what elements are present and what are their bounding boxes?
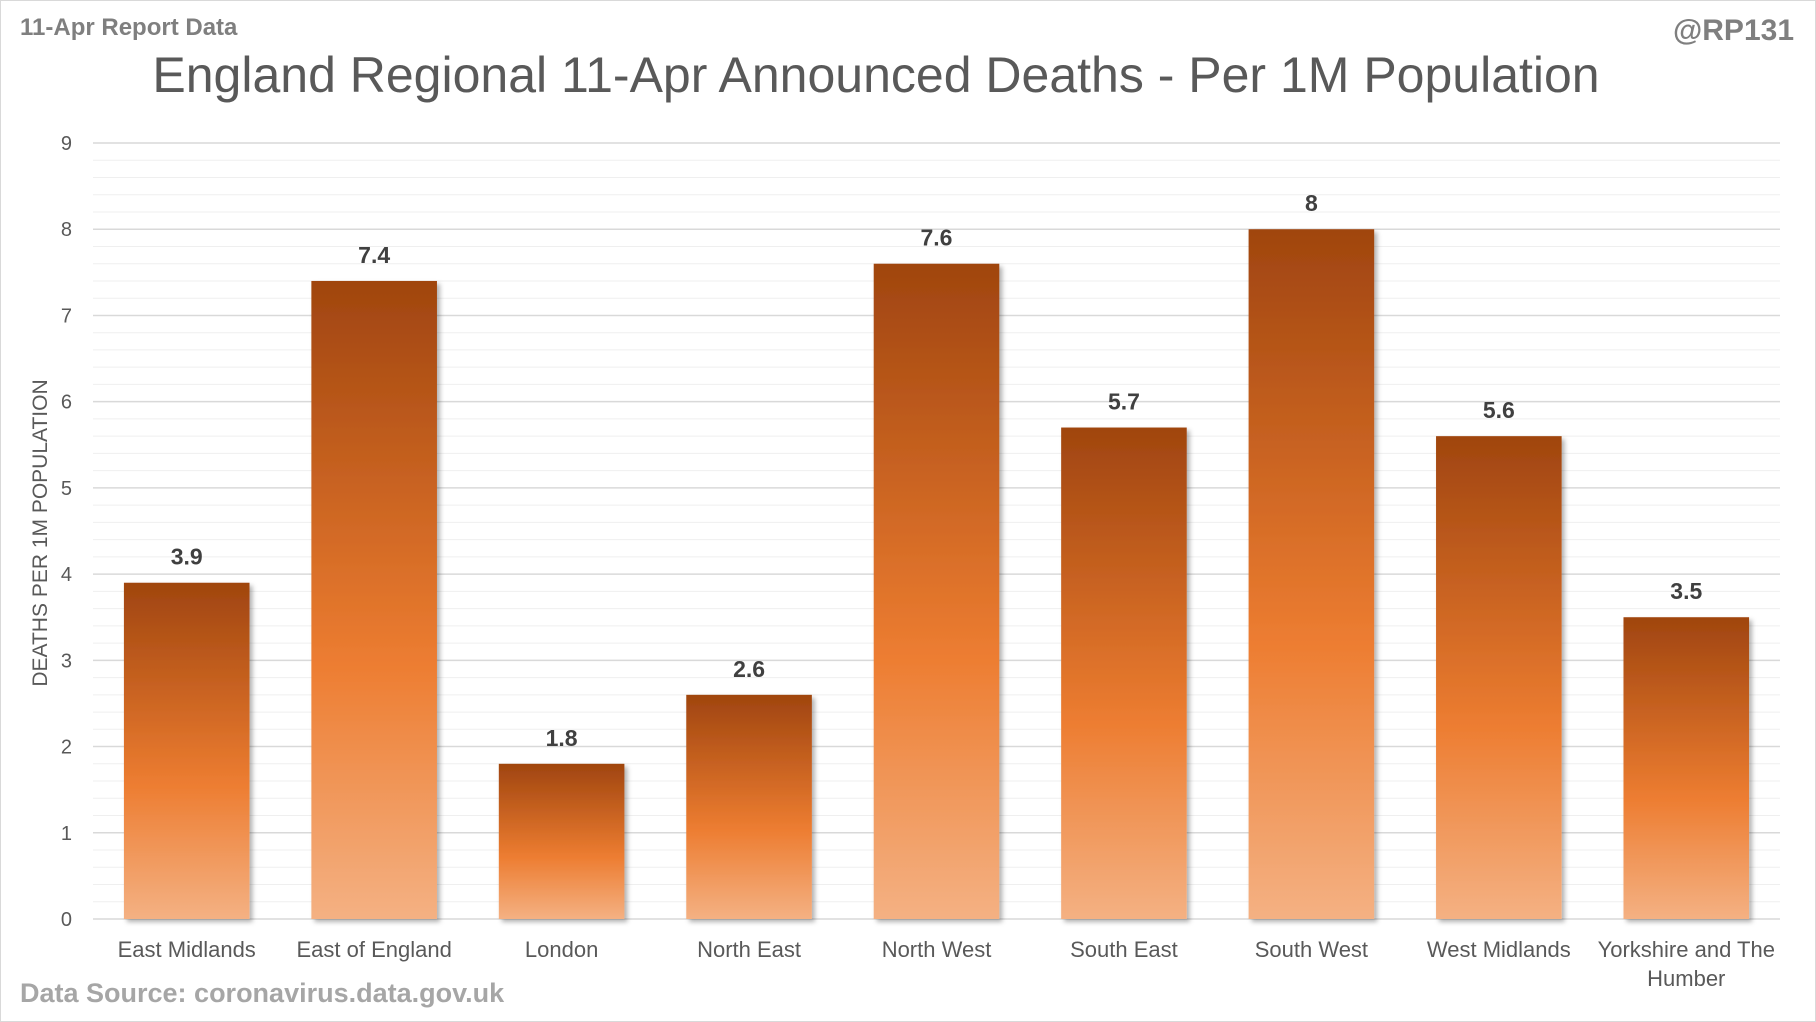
x-category-label: South East	[1070, 937, 1178, 962]
bar	[1436, 436, 1562, 919]
bar	[123, 582, 250, 919]
data-label: 8	[1305, 190, 1318, 216]
data-label: 2.6	[733, 656, 765, 682]
data-label: 5.7	[1108, 389, 1140, 415]
data-label: 3.5	[1670, 578, 1702, 604]
data-label: 7.6	[921, 225, 953, 251]
x-category-label: East Midlands	[118, 937, 256, 962]
bar	[498, 763, 625, 919]
x-category-label: Yorkshire and The Humber	[1598, 937, 1775, 991]
y-tick-label: 5	[61, 478, 72, 500]
data-label: 5.6	[1483, 397, 1515, 423]
x-category-label: London	[525, 937, 598, 962]
y-tick-label: 2	[61, 737, 72, 759]
y-tick-label: 9	[61, 133, 72, 155]
data-label: 3.9	[171, 544, 203, 570]
data-label: 1.8	[546, 725, 578, 751]
x-category-label: South West	[1255, 937, 1368, 962]
x-category-label: North West	[882, 937, 992, 962]
bar	[873, 263, 1000, 919]
y-tick-label: 4	[61, 564, 72, 586]
bar	[1248, 229, 1375, 919]
y-axis-ticks: 0 1 2 3 4 5 6 7 8 9	[61, 133, 72, 931]
bar	[1623, 617, 1750, 919]
y-tick-label: 6	[61, 392, 72, 414]
x-axis-categories: East Midlands East of England London North …	[118, 937, 1775, 991]
bar	[1061, 427, 1187, 919]
y-tick-label: 8	[61, 219, 72, 241]
x-category-label: North East	[697, 937, 801, 962]
data-labels: 3.9 7.4 1.8 2.6 7.6 5.7 8 5.6 3.5	[171, 190, 1703, 751]
author-handle: @RP131	[1673, 14, 1794, 47]
y-tick-label: 0	[61, 909, 72, 931]
bar	[311, 280, 437, 919]
chart-title: England Regional 11-Apr Announced Deaths…	[152, 47, 1600, 103]
y-tick-label: 1	[61, 823, 72, 845]
data-source-note: Data Source: coronavirus.data.gov.uk	[20, 978, 505, 1008]
data-label: 7.4	[358, 242, 390, 268]
x-category-label: West Midlands	[1427, 937, 1571, 962]
report-date-note: 11-Apr Report Data	[20, 14, 238, 41]
y-tick-label: 3	[61, 650, 72, 672]
bar	[686, 694, 812, 919]
x-category-label: East of England	[296, 937, 451, 962]
bars	[123, 229, 1750, 919]
y-axis-label: DEATHS PER 1M POPULATION	[29, 379, 52, 686]
y-tick-label: 7	[61, 305, 72, 327]
